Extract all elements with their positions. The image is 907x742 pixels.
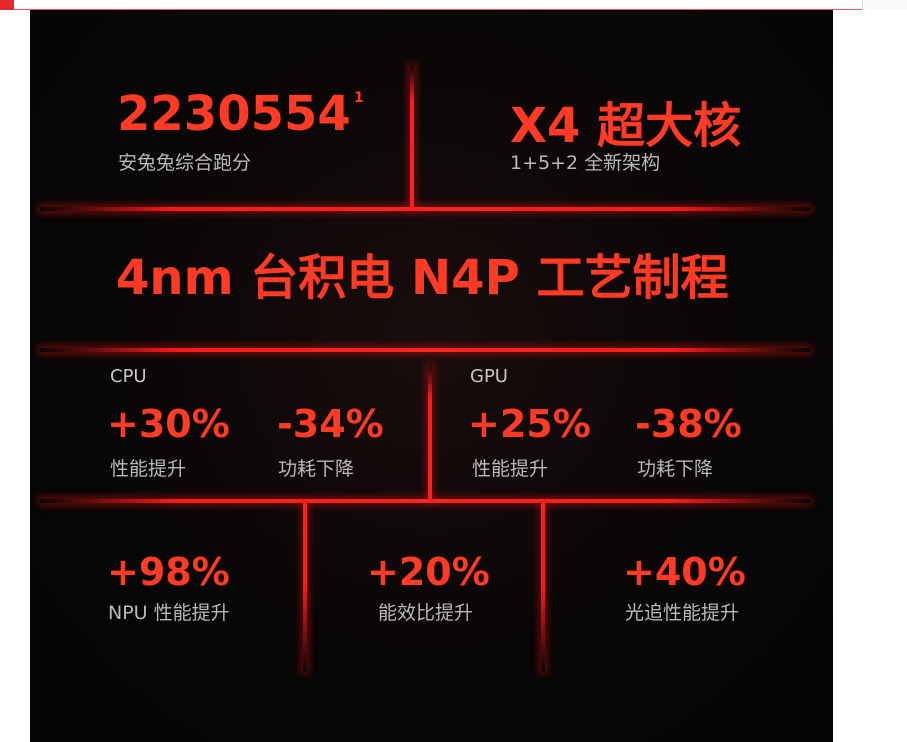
raytracing-caption: 光追性能提升	[625, 602, 740, 624]
npu-value: +98%	[107, 550, 230, 594]
divider-row-3	[40, 499, 810, 503]
efficiency-caption: 能效比提升	[378, 602, 474, 624]
divider-row-2	[40, 348, 810, 352]
core-caption: 1+5+2 全新架构	[510, 152, 661, 174]
divider-top-vertical	[410, 65, 414, 210]
cpu-power-caption: 功耗下降	[278, 458, 355, 480]
npu-caption: NPU 性能提升	[108, 602, 230, 624]
antutu-score: 2230554	[117, 86, 351, 142]
gpu-power-value: -38%	[635, 402, 742, 446]
gpu-label: GPU	[470, 366, 508, 387]
browser-top-bar	[0, 0, 907, 10]
cpu-power-value: -34%	[277, 402, 384, 446]
cpu-label: CPU	[110, 366, 147, 387]
top-divider	[14, 9, 907, 10]
gpu-power-caption: 功耗下降	[637, 458, 714, 480]
divider-cpu-gpu	[428, 365, 432, 500]
efficiency-value: +20%	[367, 550, 490, 594]
score-footnote: 1	[354, 90, 364, 106]
spec-infographic: 2230554 1 安兔兔综合跑分 X4 超大核 1+5+2 全新架构 4nm …	[30, 10, 833, 742]
divider-row-1	[40, 207, 810, 211]
raytracing-value: +40%	[623, 550, 746, 594]
top-right-tab[interactable]	[862, 0, 907, 10]
gpu-perf-value: +25%	[468, 402, 591, 446]
cpu-perf-value: +30%	[107, 402, 230, 446]
core-title: X4 超大核	[510, 98, 742, 154]
divider-efficiency-raytracing	[541, 502, 545, 672]
cpu-perf-caption: 性能提升	[110, 458, 187, 480]
top-accent-marker	[0, 0, 14, 10]
gpu-perf-caption: 性能提升	[472, 458, 549, 480]
divider-npu-efficiency	[303, 502, 307, 672]
process-title: 4nm 台积电 N4P 工艺制程	[116, 250, 729, 306]
antutu-score-caption: 安兔兔综合跑分	[118, 152, 252, 174]
